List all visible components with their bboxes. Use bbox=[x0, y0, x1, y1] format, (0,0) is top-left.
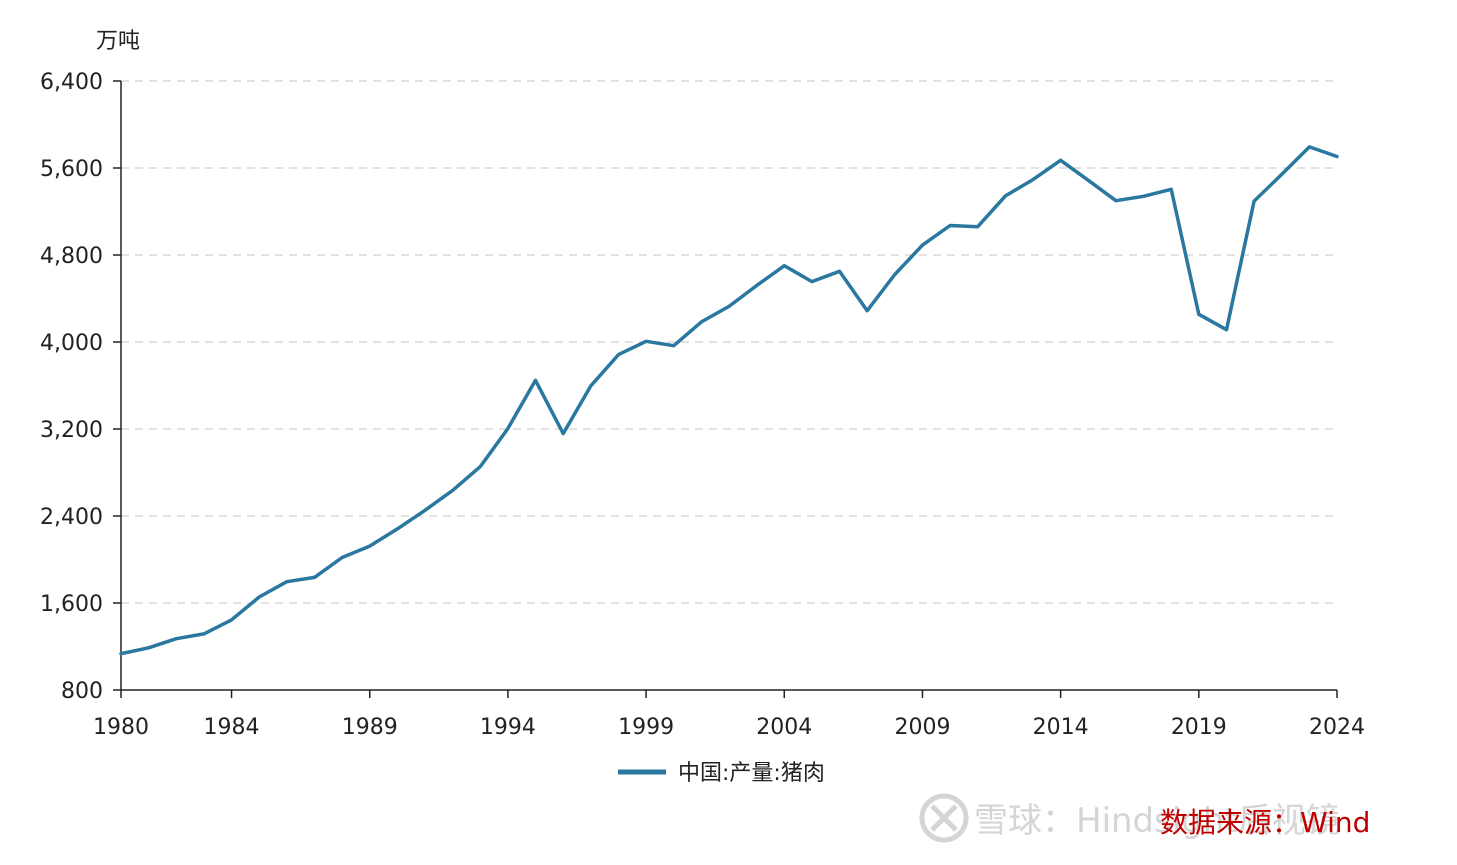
x-tick-label: 1999 bbox=[618, 715, 674, 740]
x-tick-label: 2014 bbox=[1033, 715, 1089, 740]
data-source-note: 数据来源：Wind bbox=[1160, 806, 1370, 839]
x-tick-label: 2004 bbox=[756, 715, 812, 740]
y-tick-label: 4,800 bbox=[40, 244, 103, 269]
watermark-author: Hindsight后视镜 bbox=[1076, 801, 1340, 841]
watermark-platform: 雪球 bbox=[974, 801, 1042, 841]
x-tick-label: 2019 bbox=[1171, 715, 1227, 740]
x-tick-label: 1989 bbox=[342, 715, 398, 740]
x-tick-label: 2009 bbox=[894, 715, 950, 740]
axes: 800 1,600 2,400 3,200 4,000 4,800 5,600 6,400 19… bbox=[40, 70, 1365, 740]
watermark-separator: ： bbox=[1042, 801, 1076, 841]
grid-lines bbox=[121, 80, 1337, 604]
x-tick-label: 1994 bbox=[480, 715, 536, 740]
legend: 中国:产量:猪肉 bbox=[618, 761, 825, 786]
watermark: 雪球：Hindsight后视镜 bbox=[919, 793, 1340, 843]
y-tick-label: 1,600 bbox=[40, 592, 103, 617]
series-line-0 bbox=[119, 145, 1339, 656]
y-tick-label: 2,400 bbox=[40, 505, 103, 530]
x-tick-label: 1980 bbox=[93, 715, 149, 740]
y-tick-label: 800 bbox=[61, 679, 103, 704]
x-tick-label: 1984 bbox=[204, 715, 260, 740]
y-tick-label: 6,400 bbox=[40, 70, 103, 95]
x-tick-label: 2024 bbox=[1309, 715, 1365, 740]
legend-label: 中国:产量:猪肉 bbox=[678, 761, 825, 786]
xueqiu-logo-icon bbox=[919, 793, 969, 843]
svg-text:雪球：Hindsight后视镜: 雪球：Hindsight后视镜 bbox=[974, 801, 1340, 841]
y-axis-unit-label: 万吨 bbox=[96, 29, 140, 54]
y-tick-label: 3,200 bbox=[40, 418, 103, 443]
series-layer bbox=[119, 145, 1339, 656]
y-tick-label: 4,000 bbox=[40, 331, 103, 356]
y-tick-label: 5,600 bbox=[40, 157, 103, 182]
